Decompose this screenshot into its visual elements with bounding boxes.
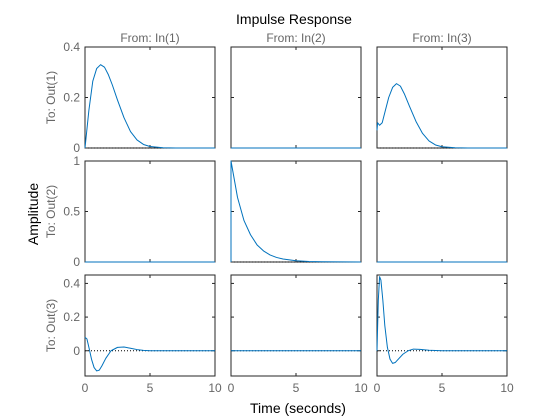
row-label: To: Out(3) [44,299,58,352]
impulse-response-line [84,64,215,149]
x-tick-label: 0 [82,381,89,395]
x-tick-label: 5 [439,381,446,395]
subplot-r2-c2 [230,160,362,263]
subplot-frame [230,46,362,149]
impulse-response-line [376,83,507,149]
x-tick-label: 0 [374,381,381,395]
x-tick-label: 0 [228,381,235,395]
subplot-r2-c3 [376,160,508,263]
impulse-response-line [376,276,507,364]
y-tick-label: 0.5 [63,205,80,219]
y-tick-label: 0.2 [63,310,80,324]
column-title: From: In(1) [120,31,179,45]
x-tick-label: 10 [354,381,368,395]
y-tick-label: 0.2 [63,91,80,105]
column-title: From: In(3) [412,31,471,45]
subplot-r1-c2: From: In(2) [230,31,362,149]
subplot-frame [84,160,216,263]
subplot-r1-c3: From: In(3) [376,31,508,149]
subplot-frame [376,160,508,263]
subplot-frame [84,46,216,149]
y-tick-label: 0.4 [63,276,80,290]
x-tick-label: 5 [293,381,300,395]
y-tick-label: 0 [73,344,80,358]
impulse-response-line [84,336,215,372]
x-axis-label: Time (seconds) [250,400,346,416]
y-axis-label: Amplitude [25,183,41,245]
y-tick-label: 0 [73,255,80,269]
y-tick-label: 0.4 [63,40,80,54]
subplot-r3-c1: 0 5 10 0 0.2 0.4 To: Out(3) [44,274,222,395]
x-tick-label: 10 [208,381,222,395]
chart-title: Impulse Response [236,11,352,27]
subplot-frame [376,46,508,149]
impulse-response-line [230,160,362,263]
row-label: To: Out(1) [44,71,58,124]
subplot-frame [84,274,216,377]
y-tick-label: 0 [73,141,80,155]
x-tick-label: 5 [147,381,154,395]
subplot-frame [230,160,362,263]
subplot-r1-c1: 0 0.2 0.4 From: In(1) To: Out(1) [44,31,216,155]
y-tick-label: 1 [73,154,80,168]
subplot-frame [230,274,362,377]
subplot-r3-c2: 0 5 10 [228,274,368,395]
subplot-grid: 0 0.2 0.4 From: In(1) To: Out(1) From: In(2) F… [44,31,514,395]
subplot-r2-c1: 0 0.5 1 To: Out(2) [44,154,216,269]
column-title: From: In(2) [266,31,325,45]
x-tick-label: 10 [500,381,514,395]
row-label: To: Out(2) [44,185,58,238]
subplot-r3-c3: 0 5 10 [374,274,514,395]
